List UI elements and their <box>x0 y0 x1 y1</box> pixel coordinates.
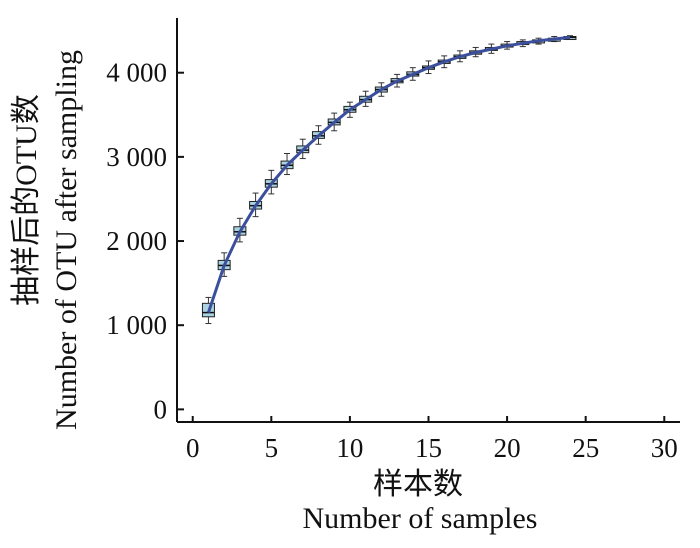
median-trend-line <box>206 35 571 314</box>
y-axis-title-en: Number of OTU after sampling <box>50 50 83 430</box>
y-tick-label: 1 000 <box>106 310 167 340</box>
y-tick-label: 3 000 <box>106 142 167 172</box>
box-series <box>201 35 577 325</box>
x-tick-label: 30 <box>651 433 678 463</box>
x-tick-label: 20 <box>494 433 521 463</box>
x-axis-ticks: 0 5 10 15 20 25 30 <box>186 416 678 463</box>
x-tick-label: 0 <box>186 433 200 463</box>
y-axis-ticks: 0 1 000 2 000 3 000 4 000 <box>106 58 184 424</box>
x-tick-label: 25 <box>572 433 599 463</box>
x-axis-title-en: Number of samples <box>303 502 538 535</box>
x-tick-label: 10 <box>336 433 363 463</box>
y-tick-label: 2 000 <box>106 226 167 256</box>
x-tick-label: 15 <box>415 433 442 463</box>
x-axis-title-zh: 样本数 <box>373 468 463 501</box>
y-axis-title-zh: 抽样后的OTU数 <box>10 94 43 306</box>
x-tick-label: 5 <box>265 433 279 463</box>
y-tick-label: 4 000 <box>106 58 167 88</box>
y-tick-label: 0 <box>154 394 168 424</box>
